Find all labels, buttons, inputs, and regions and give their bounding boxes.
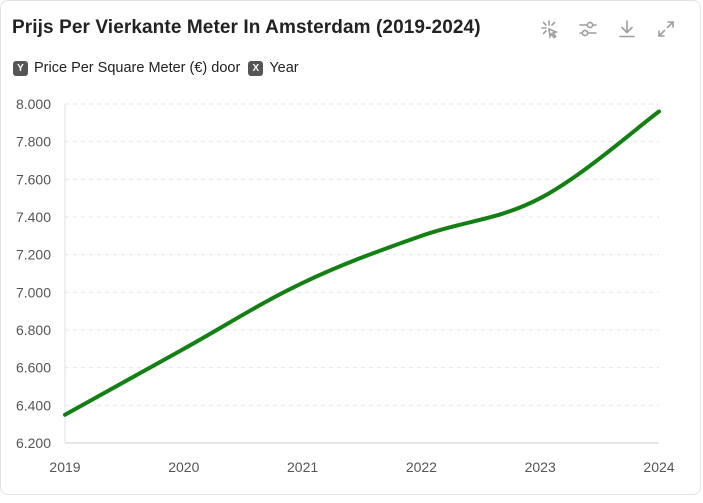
y-tick-label: 8.000 [16, 96, 51, 112]
download-icon[interactable] [615, 17, 639, 41]
y-axis-badge: Y [13, 60, 28, 76]
y-tick-label: 7.000 [16, 284, 51, 300]
x-tick-label: 2023 [525, 459, 556, 475]
x-tick-label: 2020 [168, 459, 199, 475]
y-tick-label: 7.200 [16, 247, 51, 263]
y-tick-label: 6.400 [16, 397, 51, 413]
x-tick-label: 2019 [49, 459, 80, 475]
y-tick-label: 6.600 [16, 360, 51, 376]
chart-title: Prijs Per Vierkante Meter In Amsterdam (… [12, 17, 481, 38]
magic-select-icon[interactable] [537, 17, 561, 41]
x-axis-label: Year [269, 60, 299, 76]
axis-info: Y Price Per Square Meter (€) door X Year [13, 60, 299, 76]
chart-toolbar [537, 17, 678, 41]
y-tick-label: 7.800 [16, 134, 51, 150]
series-line [63, 109, 661, 417]
x-tick-label: 2022 [406, 459, 437, 475]
y-axis-label: Price Per Square Meter (€) door [34, 60, 241, 76]
sliders-icon[interactable] [576, 17, 600, 41]
y-tick-label: 7.600 [16, 171, 51, 187]
y-tick-label: 6.200 [16, 435, 51, 451]
y-tick-label: 7.400 [16, 209, 51, 225]
x-tick-label: 2021 [287, 459, 318, 475]
x-axis-badge: X [248, 60, 264, 76]
y-tick-label: 6.800 [16, 322, 51, 338]
expand-icon[interactable] [654, 17, 678, 41]
x-tick-label: 2024 [643, 459, 674, 475]
